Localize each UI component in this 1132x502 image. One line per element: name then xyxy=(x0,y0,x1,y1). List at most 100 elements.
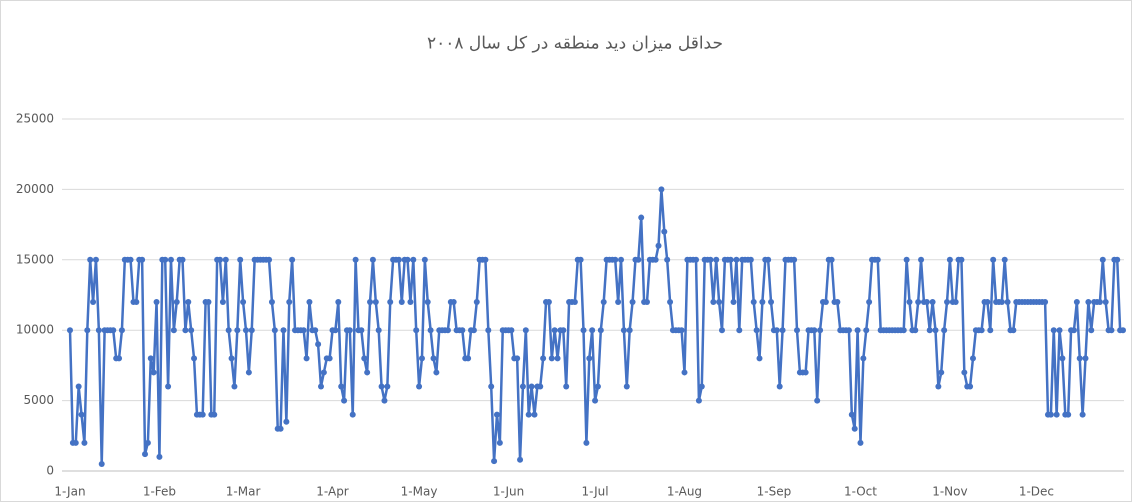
point xyxy=(698,383,705,390)
point xyxy=(857,439,864,446)
x-tick-label: 1-Mar xyxy=(226,485,261,499)
point xyxy=(618,256,625,263)
point xyxy=(594,383,601,390)
point xyxy=(658,186,665,193)
point xyxy=(969,355,976,362)
point xyxy=(173,299,180,306)
point xyxy=(779,327,786,334)
point xyxy=(349,411,356,418)
point xyxy=(352,256,359,263)
point xyxy=(473,299,480,306)
point xyxy=(110,327,117,334)
point xyxy=(508,327,515,334)
point xyxy=(944,299,951,306)
point xyxy=(416,383,423,390)
point xyxy=(280,327,287,334)
point xyxy=(413,327,420,334)
point xyxy=(1108,327,1115,334)
point xyxy=(638,214,645,221)
x-tick-label: 1-Jan xyxy=(54,485,85,499)
point xyxy=(794,327,801,334)
point xyxy=(167,256,174,263)
point xyxy=(716,299,723,306)
point xyxy=(597,327,604,334)
point xyxy=(586,355,593,362)
point xyxy=(332,327,339,334)
x-tick-label: 1-Jul xyxy=(581,485,608,499)
point xyxy=(577,256,584,263)
point xyxy=(765,256,772,263)
point xyxy=(381,397,388,404)
point xyxy=(482,256,489,263)
point xyxy=(98,460,105,467)
point xyxy=(286,299,293,306)
point xyxy=(315,341,322,348)
point xyxy=(144,439,151,446)
point xyxy=(822,299,829,306)
point xyxy=(92,256,99,263)
point xyxy=(571,299,578,306)
point xyxy=(179,256,186,263)
point xyxy=(335,299,342,306)
point xyxy=(918,256,925,263)
point xyxy=(874,256,881,263)
point xyxy=(1053,411,1060,418)
point xyxy=(900,327,907,334)
point xyxy=(303,355,310,362)
point xyxy=(929,299,936,306)
x-tick-label: 1-Aug xyxy=(667,485,702,499)
point xyxy=(338,383,345,390)
point xyxy=(903,256,910,263)
point xyxy=(961,369,968,376)
point xyxy=(395,256,402,263)
point xyxy=(404,256,411,263)
point xyxy=(563,383,570,390)
point xyxy=(620,327,627,334)
point xyxy=(811,327,818,334)
point xyxy=(958,256,965,263)
point xyxy=(600,299,607,306)
x-tick-label: 1-Feb xyxy=(143,485,176,499)
point xyxy=(266,256,273,263)
point xyxy=(615,299,622,306)
point xyxy=(710,299,717,306)
point xyxy=(612,256,619,263)
point xyxy=(664,256,671,263)
point xyxy=(240,299,247,306)
point xyxy=(1099,256,1106,263)
point xyxy=(459,327,466,334)
point xyxy=(170,327,177,334)
point xyxy=(548,355,555,362)
point xyxy=(629,299,636,306)
point xyxy=(225,327,232,334)
point xyxy=(525,411,532,418)
point xyxy=(283,418,290,425)
point xyxy=(998,299,1005,306)
point xyxy=(592,397,599,404)
point xyxy=(1056,327,1063,334)
point xyxy=(531,411,538,418)
point xyxy=(915,299,922,306)
point xyxy=(750,299,757,306)
point xyxy=(427,327,434,334)
point xyxy=(81,439,88,446)
point xyxy=(554,355,561,362)
point xyxy=(289,256,296,263)
point xyxy=(277,425,284,432)
point xyxy=(848,411,855,418)
point xyxy=(237,256,244,263)
point xyxy=(147,355,154,362)
point xyxy=(926,327,933,334)
point xyxy=(773,327,780,334)
point xyxy=(845,327,852,334)
point xyxy=(156,453,163,460)
point xyxy=(1073,299,1080,306)
point xyxy=(938,369,945,376)
point xyxy=(1120,327,1126,334)
point xyxy=(306,299,313,306)
point xyxy=(72,439,79,446)
point xyxy=(537,383,544,390)
point xyxy=(188,327,195,334)
point xyxy=(693,256,700,263)
